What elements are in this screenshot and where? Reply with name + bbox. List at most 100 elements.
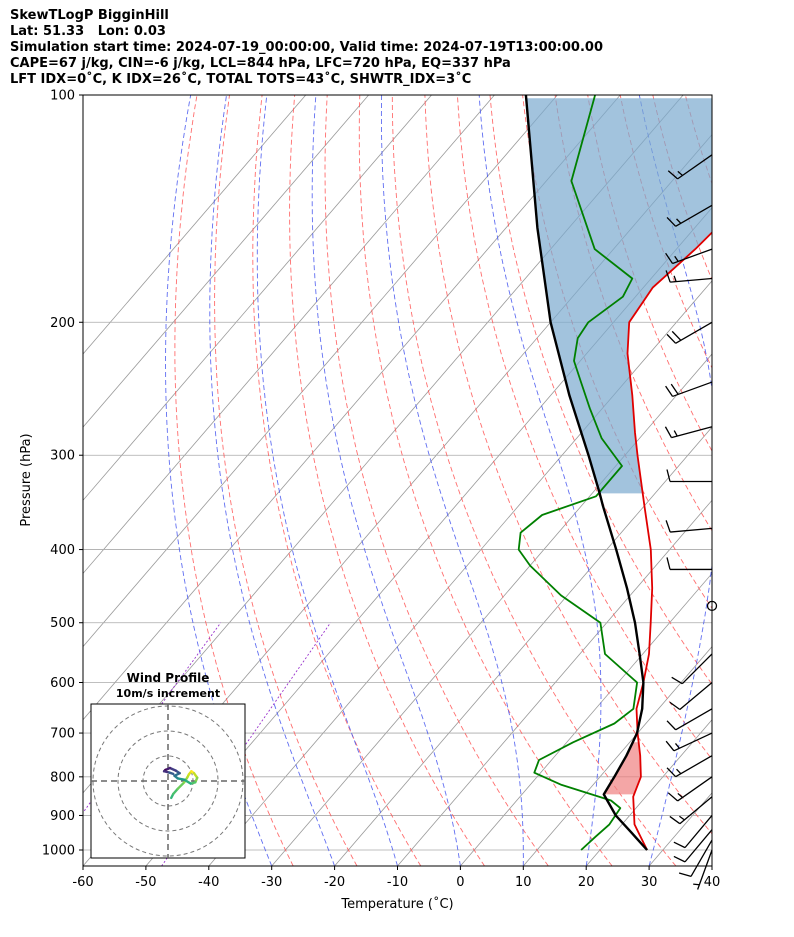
- y-tick-label: 600: [50, 676, 75, 691]
- wind-barb-staff: [677, 776, 713, 802]
- wind-barb: [671, 653, 713, 685]
- dry-adiabat-line: [252, 95, 422, 866]
- wind-barb-staff: [672, 248, 713, 265]
- x-tick-label: 20: [578, 875, 595, 890]
- isotherm-line: [334, 426, 712, 866]
- wind-barb-half-flag: [674, 255, 679, 262]
- dry-adiabat-line: [587, 95, 712, 452]
- wind-barb-staff: [670, 527, 713, 533]
- x-tick-label: -40: [198, 875, 219, 890]
- y-tick-label: 400: [50, 543, 75, 558]
- stability-parameters: CAPE=67 j/kg, CIN=-6 j/kg, LCL=844 hPa, …: [10, 56, 511, 71]
- isotherm-line: [397, 499, 712, 866]
- x-tick-label: 10: [515, 875, 532, 890]
- wind-barb-staff: [679, 682, 713, 711]
- wind-barb-flag: [667, 170, 679, 180]
- moist-adiabat-line: [311, 95, 461, 866]
- stability-indices: LFT IDX=0˚C, K IDX=26˚C, TOTAL TOTS=43˚C…: [10, 72, 472, 87]
- dry-adiabat-line: [214, 95, 358, 866]
- wind-barb: [666, 321, 713, 344]
- isotherm-line: [83, 95, 495, 575]
- wind-barb: [666, 755, 713, 778]
- hodograph-title: Wind Profile: [127, 671, 210, 685]
- wind-barb-flag: [673, 855, 686, 863]
- wind-barb-flag: [678, 872, 692, 878]
- mixing-ratio-line: [83, 622, 222, 814]
- cin-area: [603, 742, 641, 795]
- x-tick-label: -20: [324, 875, 345, 890]
- temperature-profile: [626, 231, 712, 851]
- dry-adiabat-line: [324, 95, 549, 866]
- x-axis-label: Temperature (˚C): [340, 896, 453, 912]
- wind-barb-staff: [675, 708, 713, 731]
- isotherm-line: [711, 865, 712, 866]
- y-tick-label: 200: [50, 316, 75, 331]
- wind-barb-staff: [670, 277, 713, 283]
- wind-barb-flag: [671, 330, 682, 341]
- wind-barb: [666, 557, 712, 571]
- x-tick-label: 0: [456, 875, 464, 890]
- wind-barb: [665, 381, 713, 398]
- x-tick-label: -30: [261, 875, 282, 890]
- wind-barb-flag: [665, 270, 671, 283]
- wind-barb: [664, 426, 713, 439]
- wind-barb-half-flag: [674, 743, 680, 749]
- wind-barb-staff: [675, 755, 713, 778]
- wind-barb-staff: [673, 732, 713, 752]
- moist-adiabat-line: [380, 95, 524, 866]
- isotherm-line: [83, 95, 558, 648]
- wind-barb-flag: [666, 557, 671, 570]
- wind-barb-flag: [669, 815, 681, 825]
- y-tick-label: 700: [50, 727, 75, 742]
- moist-adiabat-line: [209, 95, 336, 866]
- y-tick-label: 500: [50, 616, 75, 631]
- dry-adiabat-line: [358, 95, 613, 866]
- wind-barb-half-flag: [673, 275, 677, 282]
- wind-barb-flag: [666, 720, 677, 731]
- moist-adiabat-line: [478, 95, 602, 866]
- wind-barb-flag: [666, 333, 677, 344]
- wind-barb-staff: [675, 321, 713, 344]
- wind-barb-staff: [681, 653, 713, 685]
- wind-barb-staff: [684, 815, 713, 849]
- x-tick-label: -50: [135, 875, 156, 890]
- dry-adiabat-line: [289, 95, 485, 866]
- isotherm-line: [460, 572, 712, 866]
- chart-title: SkewTLogP BigginHill: [10, 8, 169, 23]
- wind-barb-half-flag: [677, 170, 683, 176]
- wind-barb-flag: [665, 385, 674, 397]
- wind-barb-flag: [667, 792, 679, 802]
- wind-barb-staff: [677, 154, 713, 180]
- wind-barb: [665, 270, 713, 283]
- dry-adiabat-line: [174, 95, 294, 866]
- wind-barb: [666, 708, 713, 731]
- wind-barb-flag: [666, 767, 677, 778]
- x-tick-label: 40: [704, 875, 721, 890]
- wind-barb-flag: [665, 252, 674, 264]
- isotherm-line: [83, 95, 621, 721]
- wind-barb-staff: [684, 829, 713, 863]
- wind-barb-staff: [697, 849, 713, 890]
- hodograph-ring: [117, 730, 219, 832]
- wind-barb: [666, 204, 713, 227]
- dry-adiabat-line: [489, 95, 712, 685]
- x-tick-label: 30: [641, 875, 658, 890]
- isotherm-line: [83, 95, 369, 428]
- wind-barb: [667, 776, 713, 802]
- y-tick-label: 800: [50, 770, 75, 785]
- wind-barb-staff: [690, 839, 713, 877]
- dry-adiabat-line: [456, 95, 712, 760]
- hodograph-subtitle: 10m/s increment: [116, 687, 220, 700]
- wind-barb-flag: [669, 701, 681, 711]
- isotherm-line: [208, 280, 712, 866]
- dewpoint-profile: [517, 95, 638, 851]
- x-tick-label: -60: [72, 875, 93, 890]
- wind-barb: [693, 849, 713, 890]
- dry-adiabat-line: [783, 95, 794, 866]
- wind-barb-flag: [673, 841, 686, 849]
- x-tick-label: -10: [387, 875, 408, 890]
- isotherm-line: [83, 95, 307, 355]
- wind-barb-flag: [666, 469, 671, 482]
- wind-barb: [665, 520, 713, 533]
